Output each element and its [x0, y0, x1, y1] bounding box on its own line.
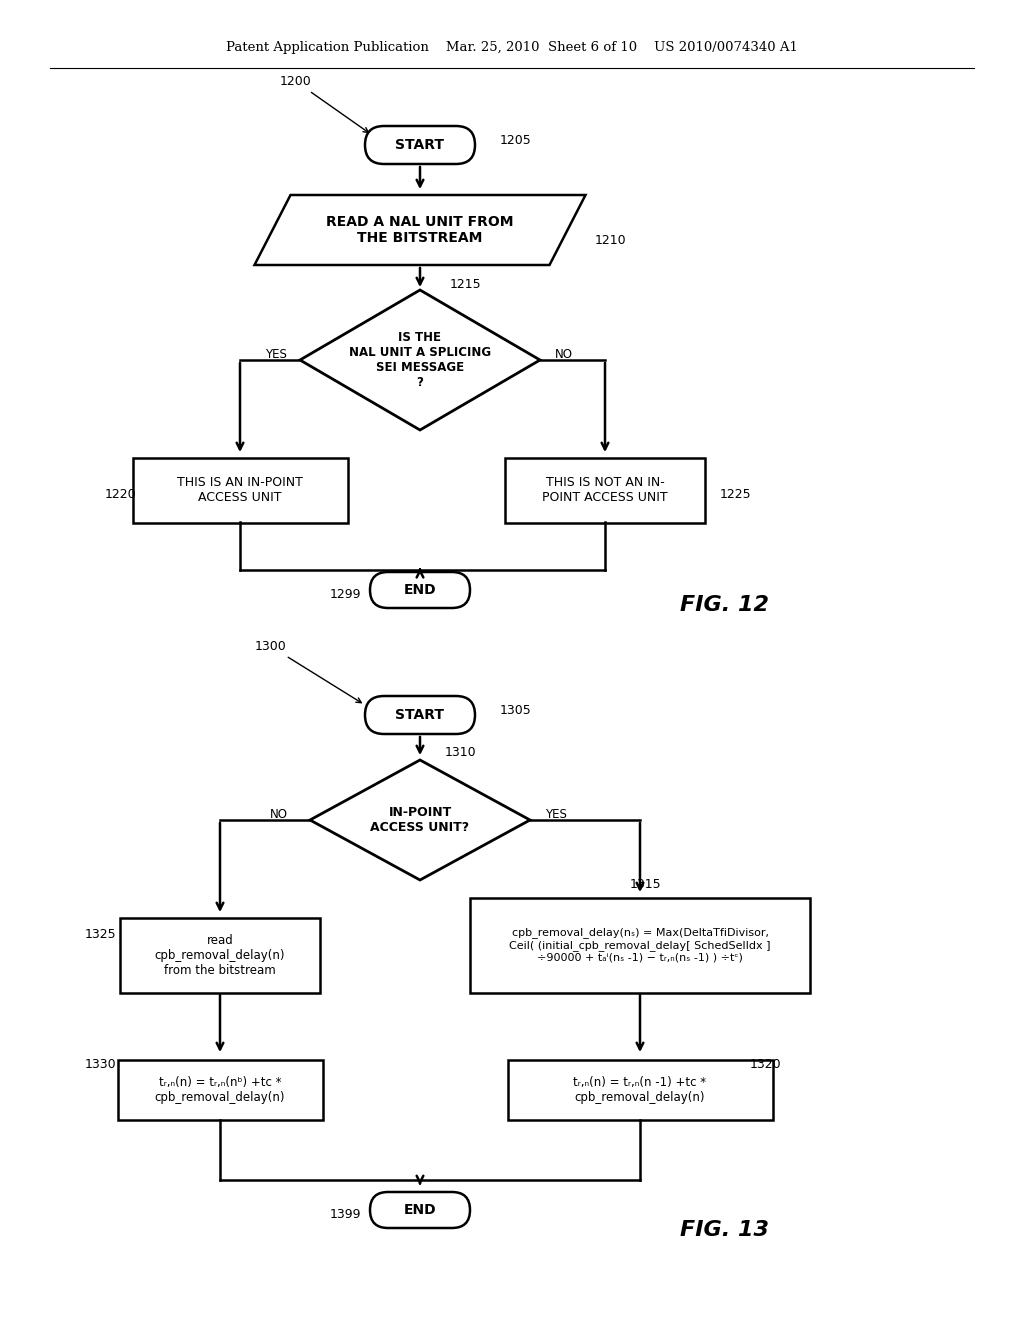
Text: tᵣ,ₙ(n) = tᵣ,ₙ(n -1) +tc *
cpb_removal_delay(n): tᵣ,ₙ(n) = tᵣ,ₙ(n -1) +tc * cpb_removal_d… — [573, 1076, 707, 1104]
Text: 1220: 1220 — [105, 488, 136, 502]
Text: 1215: 1215 — [450, 279, 481, 292]
Text: 1200: 1200 — [280, 75, 369, 132]
Text: IS THE
NAL UNIT A SPLICING
SEI MESSAGE
?: IS THE NAL UNIT A SPLICING SEI MESSAGE ? — [349, 331, 492, 389]
Polygon shape — [300, 290, 540, 430]
Text: YES: YES — [545, 808, 567, 821]
Polygon shape — [310, 760, 530, 880]
Text: 1315: 1315 — [630, 879, 662, 891]
Bar — [470, 898, 810, 993]
Bar — [132, 458, 347, 523]
Text: END: END — [403, 583, 436, 597]
Bar — [120, 917, 319, 993]
Text: 1399: 1399 — [330, 1209, 361, 1221]
Polygon shape — [255, 195, 586, 265]
Text: NO: NO — [270, 808, 288, 821]
Bar — [118, 1060, 323, 1119]
Text: FIG. 13: FIG. 13 — [680, 1220, 769, 1239]
Text: 1310: 1310 — [445, 746, 476, 759]
Text: Patent Application Publication    Mar. 25, 2010  Sheet 6 of 10    US 2010/007434: Patent Application Publication Mar. 25, … — [226, 41, 798, 54]
Bar — [508, 1060, 772, 1119]
Text: 1330: 1330 — [85, 1059, 117, 1072]
Text: 1325: 1325 — [85, 928, 117, 941]
Text: read
cpb_removal_delay(n)
from the bitstream: read cpb_removal_delay(n) from the bitst… — [155, 933, 286, 977]
Text: READ A NAL UNIT FROM
THE BITSTREAM: READ A NAL UNIT FROM THE BITSTREAM — [327, 215, 514, 246]
FancyBboxPatch shape — [370, 572, 470, 609]
Text: 1320: 1320 — [750, 1059, 781, 1072]
Text: 1205: 1205 — [500, 133, 531, 147]
Text: 1225: 1225 — [720, 488, 752, 502]
Text: THIS IS NOT AN IN-
POINT ACCESS UNIT: THIS IS NOT AN IN- POINT ACCESS UNIT — [542, 477, 668, 504]
FancyBboxPatch shape — [365, 125, 475, 164]
Text: tᵣ,ₙ(n) = tᵣ,ₙ(nᵇ) +tc *
cpb_removal_delay(n): tᵣ,ₙ(n) = tᵣ,ₙ(nᵇ) +tc * cpb_removal_del… — [155, 1076, 286, 1104]
Text: START: START — [395, 139, 444, 152]
Text: cpb_removal_delay(nₛ) = Max(DeltaTfiDivisor,
Ceil( (initial_cpb_removal_delay[ S: cpb_removal_delay(nₛ) = Max(DeltaTfiDivi… — [509, 928, 771, 962]
Text: 1210: 1210 — [595, 234, 627, 247]
Text: 1299: 1299 — [330, 589, 361, 602]
Text: END: END — [403, 1203, 436, 1217]
Text: NO: NO — [555, 348, 573, 362]
Text: START: START — [395, 708, 444, 722]
Text: IN-POINT
ACCESS UNIT?: IN-POINT ACCESS UNIT? — [371, 807, 470, 834]
Text: 1300: 1300 — [255, 640, 361, 702]
Text: THIS IS AN IN-POINT
ACCESS UNIT: THIS IS AN IN-POINT ACCESS UNIT — [177, 477, 303, 504]
Text: 1305: 1305 — [500, 704, 531, 717]
Text: YES: YES — [265, 348, 287, 362]
Text: FIG. 12: FIG. 12 — [680, 595, 769, 615]
Bar — [505, 458, 705, 523]
FancyBboxPatch shape — [365, 696, 475, 734]
FancyBboxPatch shape — [370, 1192, 470, 1228]
